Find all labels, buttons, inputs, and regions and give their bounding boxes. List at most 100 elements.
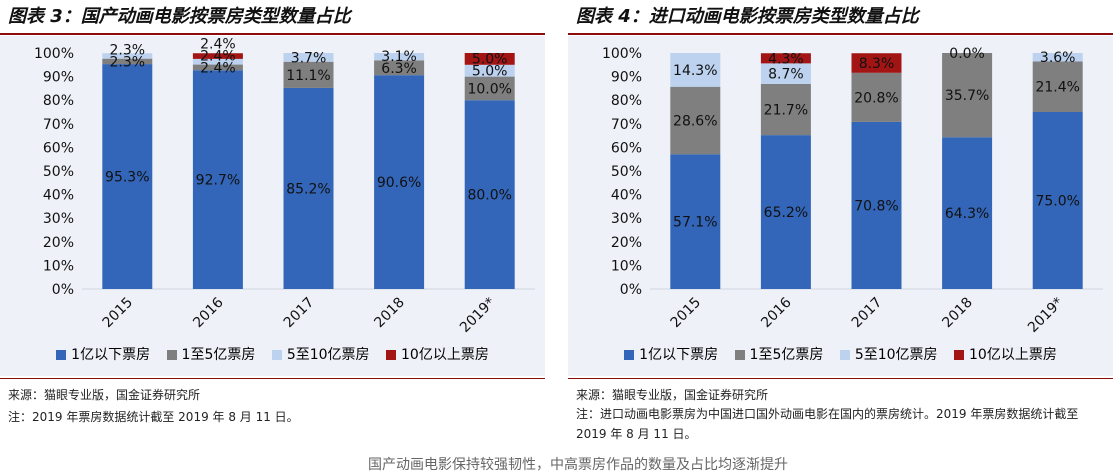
bar-segment xyxy=(464,64,515,77)
data-label: 8.3% xyxy=(859,56,895,72)
bar-segment xyxy=(1032,53,1083,62)
x-tick-label: 2015 xyxy=(668,295,705,332)
y-tick-label: 60% xyxy=(43,140,74,156)
source-note: 来源：猫眼专业版，国金证券研究所 xyxy=(576,388,769,402)
x-tick-label: 2017 xyxy=(281,295,318,332)
y-tick-label: 50% xyxy=(611,164,642,180)
legend-swatch xyxy=(734,350,745,360)
legend-swatch xyxy=(166,350,177,360)
y-tick-label: 70% xyxy=(611,117,642,133)
footnote: 注：2019 年票房数据统计截至 2019 年 8 月 11 日。 xyxy=(8,410,299,424)
y-tick-label: 20% xyxy=(43,235,74,251)
y-tick-label: 0% xyxy=(620,282,642,298)
chart-legend: 1亿以下票房 1至5亿票房 5至10亿票房 10亿以上票房 xyxy=(568,344,1113,364)
data-label: 90.6% xyxy=(377,175,421,191)
bar-segment xyxy=(851,72,902,122)
data-label: 14.3% xyxy=(673,63,717,79)
y-tick-label: 60% xyxy=(611,140,642,156)
footer-divider xyxy=(0,378,545,379)
x-tick-label: 2019* xyxy=(1025,295,1066,336)
chart-title: 图表 4：进口动画电影按票房类型数量占比 xyxy=(576,6,919,27)
y-tick-label: 10% xyxy=(611,258,642,274)
bar-segment xyxy=(192,64,243,71)
data-label: 11.1% xyxy=(286,68,330,84)
data-label: 20.8% xyxy=(854,90,898,106)
legend-item: 10亿以上票房 xyxy=(386,344,489,364)
legend-item: 1亿以下票房 xyxy=(56,344,150,364)
legend-item: 1至5亿票房 xyxy=(166,344,255,364)
legend-item: 5至10亿票房 xyxy=(839,344,938,364)
legend-label: 10亿以上票房 xyxy=(969,347,1057,363)
data-label: 2.4% xyxy=(200,36,236,52)
bar-segment xyxy=(464,53,515,65)
bar-segment xyxy=(942,137,993,289)
footer-divider xyxy=(568,378,1113,379)
bar-segment xyxy=(851,53,902,73)
data-label: 5.0% xyxy=(472,64,508,80)
stacked-bar-chart: 0% 10% 20% 30% 40% 50% 60% 70% 80% 90% 100% 95.3% 2.… xyxy=(34,36,535,336)
bar-segment xyxy=(192,70,243,289)
bar-segment xyxy=(670,53,721,87)
data-label: 2.3% xyxy=(110,54,146,70)
y-tick-label: 80% xyxy=(43,93,74,109)
data-label: 80.0% xyxy=(467,188,511,204)
y-tick-label: 90% xyxy=(611,70,642,86)
data-label: 3.7% xyxy=(291,50,327,66)
bar-segment xyxy=(1032,112,1083,289)
y-tick-label: 0% xyxy=(52,282,74,298)
bar-segment xyxy=(760,63,811,84)
chart-panel-domestic: 图表 3：国产动画电影按票房类型数量占比 0% 10% 20% 30% 40% 50% 60… xyxy=(0,0,545,450)
data-label: 21.4% xyxy=(1035,80,1079,96)
legend-item: 1亿以下票房 xyxy=(624,344,718,364)
y-tick-label: 10% xyxy=(43,258,74,274)
data-label: 3.1% xyxy=(381,49,417,65)
bar-segment xyxy=(670,86,721,155)
legend-swatch xyxy=(386,350,396,360)
data-label: 57.1% xyxy=(673,215,717,231)
bar-segment xyxy=(1032,61,1083,112)
bar-segment xyxy=(283,53,334,62)
legend-label: 5至10亿票房 xyxy=(854,347,938,363)
x-tick-label: 2018 xyxy=(371,295,408,332)
legend-swatch xyxy=(271,350,282,360)
data-label: 85.2% xyxy=(286,181,330,197)
data-label: 95.3% xyxy=(105,170,149,186)
title-divider xyxy=(568,33,1113,35)
bar-segment xyxy=(851,121,902,289)
data-label: 3.6% xyxy=(1040,50,1076,66)
data-label: 2.4% xyxy=(200,60,236,76)
y-tick-label: 40% xyxy=(43,188,74,204)
bar-segment xyxy=(760,135,811,289)
data-label: 35.7% xyxy=(945,88,989,104)
bar-segment xyxy=(760,53,811,64)
x-tick-label: 2019* xyxy=(457,295,498,336)
chart-title: 图表 3：国产动画电影按票房类型数量占比 xyxy=(8,6,351,27)
bar-segment xyxy=(374,75,425,290)
bar-segment xyxy=(942,53,993,138)
y-tick-label: 100% xyxy=(602,46,642,62)
legend-label: 1亿以下票房 xyxy=(639,347,719,363)
body-text-fragment: 国产动画电影保持较强韧性，中高票房作品的数量及占比均逐渐提升 xyxy=(368,457,788,473)
footnote: 注：进口动画电影票房为中国进口国外动画电影在国内的票房统计。2019 年票房数据… xyxy=(576,407,1079,441)
y-tick-label: 20% xyxy=(611,235,642,251)
data-label: 2.4% xyxy=(200,48,236,64)
y-tick-label: 100% xyxy=(34,46,74,62)
data-label: 70.8% xyxy=(854,198,898,214)
data-label: 4.3% xyxy=(768,51,804,67)
bar-segment xyxy=(283,87,334,289)
chart-panel-imported: 图表 4：进口动画电影按票房类型数量占比 0% 10% 20% 30% 40% 50% 60… xyxy=(568,0,1113,450)
bar-segment xyxy=(192,58,243,65)
data-label: 64.3% xyxy=(945,206,989,222)
source-note: 来源：猫眼专业版，国金证券研究所 xyxy=(8,388,201,402)
legend-label: 10亿以上票房 xyxy=(401,347,489,363)
bar-segment xyxy=(283,61,334,88)
bar-segment xyxy=(760,83,811,136)
data-label: 28.6% xyxy=(673,113,717,129)
legend-swatch xyxy=(624,350,635,360)
bar-segment xyxy=(670,154,721,289)
stacked-bar-chart: 0% 10% 20% 30% 40% 50% 60% 70% 80% 90% 100% 57.1% 28… xyxy=(602,46,1103,336)
data-label: 2.3% xyxy=(110,42,146,58)
y-tick-label: 90% xyxy=(43,70,74,86)
bar-segment xyxy=(192,53,243,59)
y-tick-label: 30% xyxy=(43,211,74,227)
